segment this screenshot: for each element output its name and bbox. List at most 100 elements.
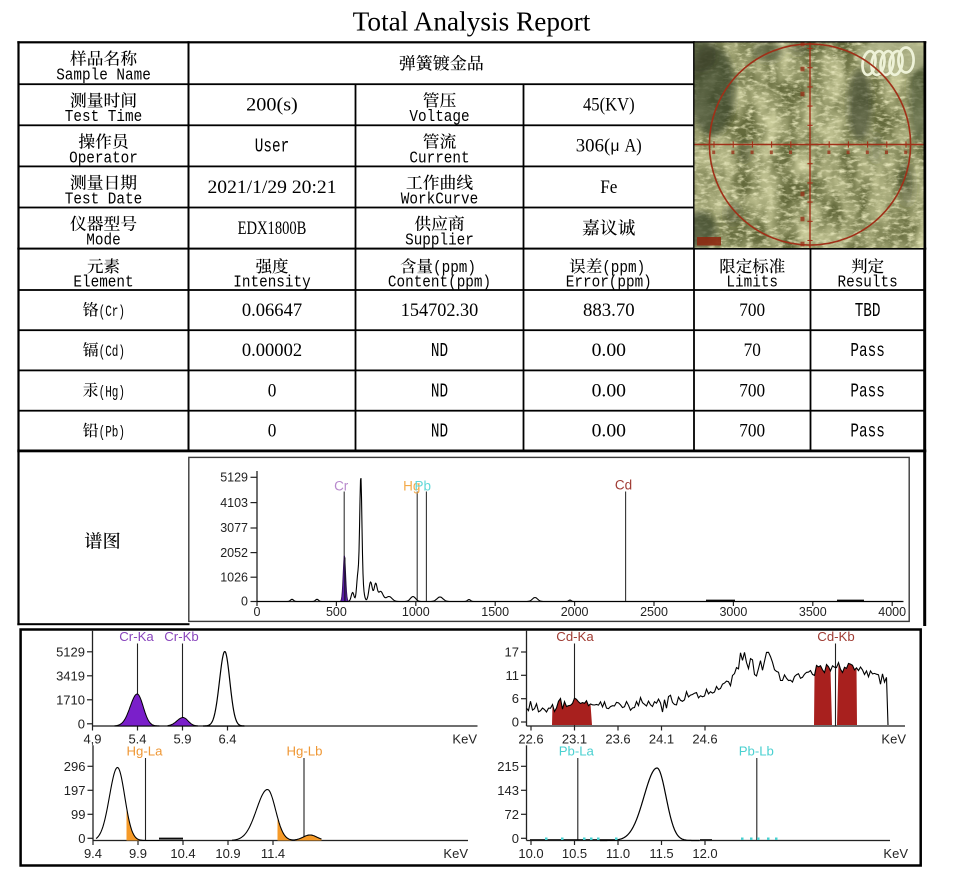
svg-text:Pass: Pass [850,421,884,443]
svg-text:Hg-La: Hg-La [127,744,164,759]
svg-text:2021/1/29 20:21: 2021/1/29 20:21 [208,177,337,198]
svg-text:0: 0 [78,716,85,731]
svg-text:10.5: 10.5 [562,846,587,861]
svg-text:(Hg): (Hg) [99,383,125,401]
svg-text:Cd: Cd [615,478,632,493]
svg-text:(ppm): (ppm) [433,259,476,278]
svg-text:Test Date: Test Date [65,190,142,209]
svg-text:99: 99 [71,807,85,822]
svg-text:6: 6 [512,691,519,706]
svg-text:1026: 1026 [220,570,248,584]
svg-text:Fe: Fe [600,177,617,198]
svg-text:Total Analysis Report: Total Analysis Report [353,7,591,37]
svg-text:2052: 2052 [220,546,248,560]
svg-text:0: 0 [268,380,277,401]
svg-text:0.00: 0.00 [592,421,626,442]
svg-text:10.0: 10.0 [518,846,543,861]
svg-text:883.70: 883.70 [583,300,635,321]
svg-text:5.9: 5.9 [173,732,191,747]
svg-text:45(KV): 45(KV) [583,95,635,116]
svg-text:9.9: 9.9 [129,846,147,861]
svg-text:215: 215 [497,759,519,774]
svg-text:154702.30: 154702.30 [401,300,478,321]
svg-text:700: 700 [739,421,765,442]
svg-text:User: User [255,136,289,158]
svg-text:ND: ND [431,380,448,402]
svg-text:3000: 3000 [719,605,747,619]
svg-text:24.6: 24.6 [692,732,717,747]
svg-text:0.00: 0.00 [592,380,626,401]
svg-text:1710: 1710 [56,692,85,707]
svg-text:TBD: TBD [855,300,881,322]
svg-text:A): A) [625,136,642,157]
svg-text:10.4: 10.4 [170,846,195,861]
svg-text:200(s): 200(s) [246,95,298,116]
svg-text:3419: 3419 [56,668,85,683]
svg-text:KeV: KeV [883,846,908,861]
svg-text:5129: 5129 [220,471,248,485]
svg-text:Supplier: Supplier [405,232,474,251]
svg-text:0: 0 [512,715,519,730]
svg-text:Cd-Kb: Cd-Kb [817,629,854,644]
svg-text:KeV: KeV [881,732,906,747]
svg-text:Pb-La: Pb-La [559,744,595,759]
svg-text:306(: 306( [576,136,610,157]
svg-text:Element: Element [73,274,133,293]
svg-text:9.4: 9.4 [84,846,102,861]
svg-text:2500: 2500 [640,605,668,619]
svg-text:700: 700 [739,300,765,321]
svg-text:5.4: 5.4 [128,732,146,747]
svg-text:70: 70 [744,340,761,361]
svg-text:ND: ND [431,340,448,362]
svg-text:0: 0 [241,595,248,609]
svg-text:WorkCurve: WorkCurve [401,190,478,209]
svg-text:Pass: Pass [850,340,884,362]
svg-text:KeV: KeV [443,846,468,861]
svg-text:3500: 3500 [799,605,827,619]
svg-text:143: 143 [497,783,519,798]
svg-text:Pass: Pass [850,380,884,402]
svg-text:0.00002: 0.00002 [242,340,302,361]
svg-text:Results: Results [838,274,898,293]
svg-text:0: 0 [254,605,261,619]
svg-text:72: 72 [505,807,519,822]
svg-text:(Pb): (Pb) [99,424,125,442]
svg-text:3077: 3077 [220,521,248,535]
svg-text:Content(ppm): Content(ppm) [388,274,491,293]
svg-text:0.00: 0.00 [592,340,626,361]
svg-text:4000: 4000 [878,605,906,619]
svg-text:23.6: 23.6 [605,732,630,747]
svg-text:10.9: 10.9 [215,846,240,861]
svg-text:Pb-Lb: Pb-Lb [739,744,774,759]
svg-text:197: 197 [64,783,86,798]
svg-text:23.1: 23.1 [562,732,587,747]
svg-text:0.06647: 0.06647 [242,300,302,321]
svg-text:500: 500 [326,605,347,619]
svg-text:1000: 1000 [402,605,430,619]
svg-text:Current: Current [409,149,469,168]
svg-text:ND: ND [431,421,448,443]
svg-text:5129: 5129 [56,644,85,659]
svg-text:Cr: Cr [334,479,349,494]
svg-text:EDX1800B: EDX1800B [238,218,307,239]
svg-text:Sample Name: Sample Name [56,66,151,85]
svg-text:Intensity: Intensity [233,274,310,293]
svg-text:0: 0 [268,421,277,442]
svg-text:11: 11 [506,668,520,683]
svg-text:Mode: Mode [86,232,120,251]
svg-text:700: 700 [739,380,765,401]
svg-text:1500: 1500 [481,605,509,619]
svg-text:11.4: 11.4 [261,846,285,861]
svg-text:0: 0 [512,831,519,846]
svg-text:Cd-Ka: Cd-Ka [556,629,594,644]
svg-text:Error(ppm): Error(ppm) [566,274,652,293]
svg-text:0: 0 [78,831,85,846]
svg-text:KeV: KeV [452,732,477,747]
svg-text:Voltage: Voltage [409,108,469,127]
svg-text:(Cd): (Cd) [99,343,125,361]
svg-text:4,9: 4,9 [83,732,101,747]
svg-text:(Cr): (Cr) [99,303,125,321]
svg-text:11.5: 11.5 [649,846,673,861]
svg-text:Pb: Pb [415,479,432,494]
svg-text:Test Time: Test Time [65,108,142,127]
